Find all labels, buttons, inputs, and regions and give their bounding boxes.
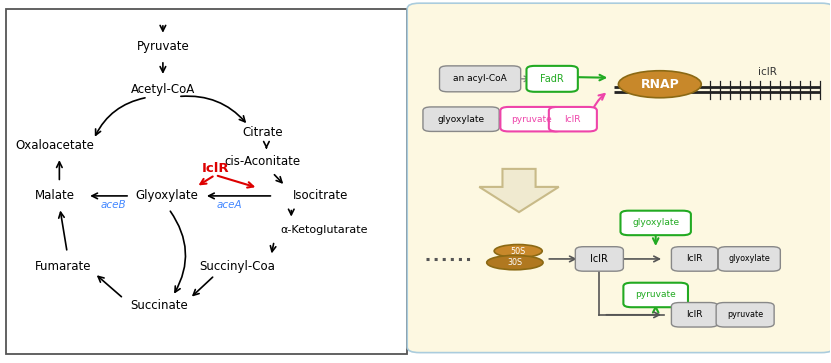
- FancyBboxPatch shape: [500, 107, 563, 131]
- Text: Pyruvate: Pyruvate: [136, 40, 189, 53]
- Polygon shape: [479, 169, 558, 212]
- FancyBboxPatch shape: [621, 211, 691, 235]
- Text: 50S: 50S: [510, 246, 526, 256]
- Text: Acetyl-CoA: Acetyl-CoA: [130, 83, 195, 96]
- Text: an acyl-CoA: an acyl-CoA: [453, 74, 507, 83]
- Ellipse shape: [494, 245, 542, 257]
- Text: aceB: aceB: [101, 200, 126, 210]
- Text: α-Ketoglutarate: α-Ketoglutarate: [281, 225, 368, 235]
- Text: aceA: aceA: [216, 200, 242, 210]
- FancyBboxPatch shape: [548, 107, 597, 131]
- Text: Oxaloacetate: Oxaloacetate: [16, 139, 95, 152]
- Text: Fumarate: Fumarate: [35, 260, 91, 273]
- Text: pyruvate: pyruvate: [636, 290, 676, 299]
- Text: glyoxylate: glyoxylate: [437, 115, 484, 124]
- FancyBboxPatch shape: [716, 302, 774, 327]
- Ellipse shape: [487, 255, 543, 270]
- Text: glyoxylate: glyoxylate: [632, 219, 679, 228]
- Text: Glyoxylate: Glyoxylate: [135, 189, 199, 203]
- FancyBboxPatch shape: [527, 66, 578, 92]
- Text: 30S: 30S: [507, 258, 523, 267]
- Text: RNAP: RNAP: [641, 78, 679, 91]
- FancyBboxPatch shape: [623, 283, 688, 307]
- FancyBboxPatch shape: [440, 66, 521, 92]
- FancyBboxPatch shape: [6, 9, 407, 354]
- Text: IclR: IclR: [564, 115, 581, 124]
- Text: icIR: icIR: [758, 67, 777, 77]
- Text: IclR: IclR: [591, 254, 608, 264]
- Text: Malate: Malate: [35, 189, 76, 203]
- FancyBboxPatch shape: [671, 302, 718, 327]
- Text: IclR: IclR: [686, 254, 703, 264]
- FancyBboxPatch shape: [407, 3, 831, 352]
- Text: Succinyl-Coa: Succinyl-Coa: [199, 260, 275, 273]
- FancyBboxPatch shape: [671, 247, 718, 271]
- Text: FadR: FadR: [540, 74, 564, 84]
- FancyBboxPatch shape: [423, 107, 499, 131]
- Text: IclR: IclR: [686, 310, 703, 319]
- Text: Succinate: Succinate: [130, 299, 188, 312]
- Ellipse shape: [618, 71, 701, 98]
- Text: pyruvate: pyruvate: [727, 310, 763, 319]
- Text: Isocitrate: Isocitrate: [293, 189, 348, 203]
- Text: IclR: IclR: [201, 162, 229, 175]
- Text: cis-Aconitate: cis-Aconitate: [224, 155, 300, 168]
- Text: pyruvate: pyruvate: [511, 115, 552, 124]
- FancyBboxPatch shape: [718, 247, 780, 271]
- Text: Citrate: Citrate: [242, 126, 283, 139]
- Text: glyoxylate: glyoxylate: [729, 254, 770, 264]
- FancyBboxPatch shape: [575, 247, 623, 271]
